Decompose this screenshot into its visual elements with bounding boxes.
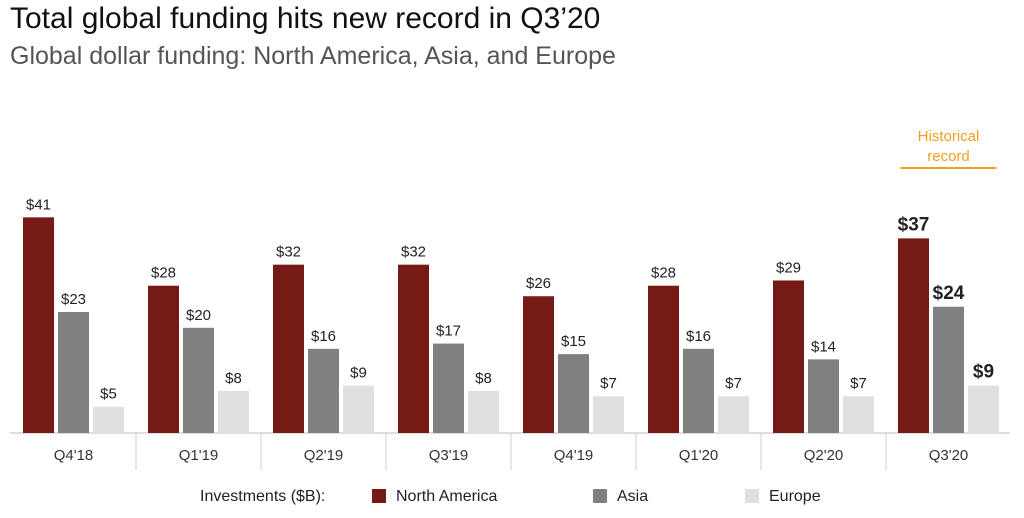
data-label-north-america-2: $32	[276, 244, 301, 261]
bar-north-america-5	[648, 285, 679, 433]
bar-europe-7	[968, 385, 999, 433]
data-label-europe-3: $8	[475, 370, 492, 387]
x-tick-label-6: Q2'20	[804, 447, 844, 464]
data-label-europe-7: $9	[973, 362, 994, 383]
x-tick-label-3: Q3'19	[429, 447, 469, 464]
annotation-historical-record-line1: Historical	[918, 128, 980, 145]
legend-item-north-america: North America	[372, 488, 497, 506]
bar-asia-1	[183, 327, 214, 433]
legend-label-asia: Asia	[617, 488, 649, 505]
bar-north-america-0	[23, 217, 54, 433]
bar-chart: $41 $23 $5 Q4'18 $28 $20 $8 Q1'19 $32 $16 $9 Q2'19 $…	[10, 128, 1010, 470]
bar-north-america-1	[148, 285, 179, 433]
legend-label-europe: Europe	[769, 488, 821, 505]
bar-north-america-7	[898, 238, 929, 433]
data-label-europe-2: $9	[350, 365, 367, 382]
x-tick-label-4: Q4'19	[554, 447, 594, 464]
bar-europe-4	[593, 396, 624, 433]
legend-label-north-america: North America	[396, 488, 498, 505]
x-tick-label-1: Q1'19	[179, 447, 219, 464]
data-label-north-america-5: $28	[651, 265, 676, 282]
bar-europe-5	[718, 396, 749, 433]
bar-north-america-2	[273, 264, 304, 433]
bar-asia-4	[558, 354, 589, 433]
chart-legend: Investments ($B): North America Asia Eur…	[0, 486, 1024, 510]
bar-asia-5	[683, 348, 714, 433]
legend-swatch-north-america	[372, 489, 386, 503]
chart-title: Total global funding hits new record in …	[10, 2, 601, 35]
bar-asia-7	[933, 306, 964, 433]
data-label-north-america-1: $28	[151, 265, 176, 282]
data-label-europe-0: $5	[100, 386, 117, 403]
legend-title: Investments ($B):	[200, 488, 326, 505]
data-label-asia-4: $15	[561, 333, 586, 350]
data-label-asia-6: $14	[811, 338, 836, 355]
bar-asia-0	[58, 312, 89, 433]
bar-europe-6	[843, 396, 874, 433]
data-label-asia-0: $23	[61, 291, 86, 308]
bar-north-america-4	[523, 296, 554, 433]
data-label-europe-6: $7	[850, 375, 867, 392]
chart-subtitle: Global dollar funding: North America, As…	[10, 42, 616, 70]
bar-north-america-6	[773, 280, 804, 433]
data-label-asia-2: $16	[311, 328, 336, 345]
data-label-north-america-4: $26	[526, 275, 551, 292]
data-label-asia-1: $20	[186, 307, 211, 324]
bar-europe-0	[93, 406, 124, 433]
data-label-north-america-0: $41	[26, 196, 51, 213]
bar-north-america-3	[398, 264, 429, 433]
bar-europe-1	[218, 390, 249, 433]
legend-item-asia: Asia	[593, 488, 648, 506]
data-label-europe-4: $7	[600, 375, 617, 392]
data-label-asia-3: $17	[436, 323, 461, 340]
data-label-north-america-3: $32	[401, 244, 426, 261]
bar-asia-6	[808, 359, 839, 433]
x-tick-label-5: Q1'20	[679, 447, 719, 464]
data-label-europe-1: $8	[225, 370, 242, 387]
legend-swatch-europe	[745, 489, 759, 503]
bar-europe-3	[468, 390, 499, 433]
bar-europe-2	[343, 385, 374, 433]
bar-asia-3	[433, 343, 464, 433]
bar-asia-2	[308, 348, 339, 433]
data-label-asia-7: $24	[933, 283, 965, 304]
annotation-historical-record-line2: record	[927, 148, 970, 165]
legend-swatch-asia	[593, 489, 607, 503]
x-tick-label-2: Q2'19	[304, 447, 344, 464]
data-label-europe-5: $7	[725, 375, 742, 392]
data-label-asia-5: $16	[686, 328, 711, 345]
x-tick-label-7: Q3'20	[929, 447, 969, 464]
x-tick-label-0: Q4'18	[54, 447, 94, 464]
data-label-north-america-6: $29	[776, 259, 801, 276]
legend-item-europe: Europe	[745, 488, 821, 506]
data-label-north-america-7: $37	[898, 214, 930, 235]
